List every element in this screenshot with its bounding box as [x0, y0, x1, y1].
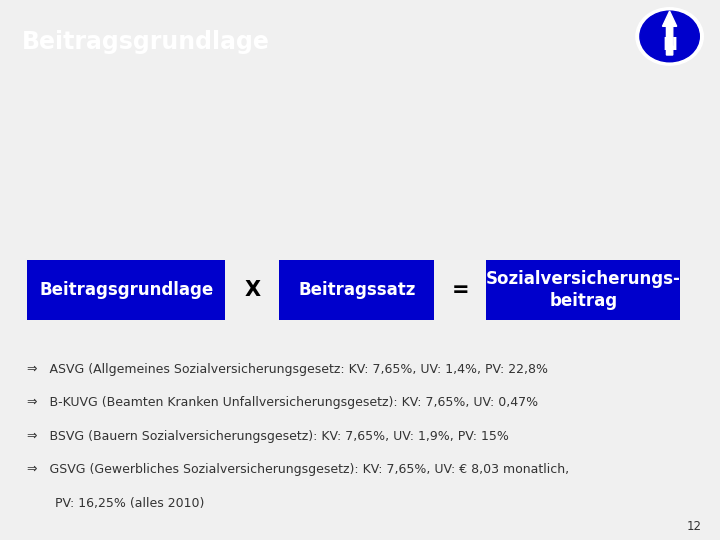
Text: N: N — [662, 36, 677, 54]
Text: Beitragsgrundlage: Beitragsgrundlage — [39, 281, 214, 299]
Text: =: = — [452, 280, 469, 300]
FancyBboxPatch shape — [27, 260, 225, 320]
Text: ⇒   GSVG (Gewerbliches Sozialversicherungsgesetz): KV: 7,65%, UV: € 8,03 monatli: ⇒ GSVG (Gewerbliches Sozialversicherungs… — [27, 463, 570, 476]
Text: ⇒   ASVG (Allgemeines Sozialversicherungsgesetz: KV: 7,65%, UV: 1,4%, PV: 22,8%: ⇒ ASVG (Allgemeines Sozialversicherungsg… — [27, 362, 549, 375]
FancyBboxPatch shape — [486, 260, 680, 320]
Polygon shape — [662, 11, 677, 55]
Text: 12: 12 — [687, 520, 702, 533]
Text: ⇒   B-KUVG (Beamten Kranken Unfallversicherungsgesetz): KV: 7,65%, UV: 0,47%: ⇒ B-KUVG (Beamten Kranken Unfallversiche… — [27, 396, 539, 409]
Text: ⇒   BSVG (Bauern Sozialversicherungsgesetz): KV: 7,65%, UV: 1,9%, PV: 15%: ⇒ BSVG (Bauern Sozialversicherungsgesetz… — [27, 430, 509, 443]
Text: Sozialversicherungs-
beitrag: Sozialversicherungs- beitrag — [486, 270, 680, 310]
Text: Beitragsgrundlage: Beitragsgrundlage — [22, 30, 269, 55]
Text: X: X — [245, 280, 261, 300]
Circle shape — [636, 8, 703, 65]
Circle shape — [640, 11, 699, 62]
FancyBboxPatch shape — [279, 260, 434, 320]
Text: PV: 16,25% (alles 2010): PV: 16,25% (alles 2010) — [27, 497, 204, 510]
Text: Beitragssatz: Beitragssatz — [298, 281, 415, 299]
